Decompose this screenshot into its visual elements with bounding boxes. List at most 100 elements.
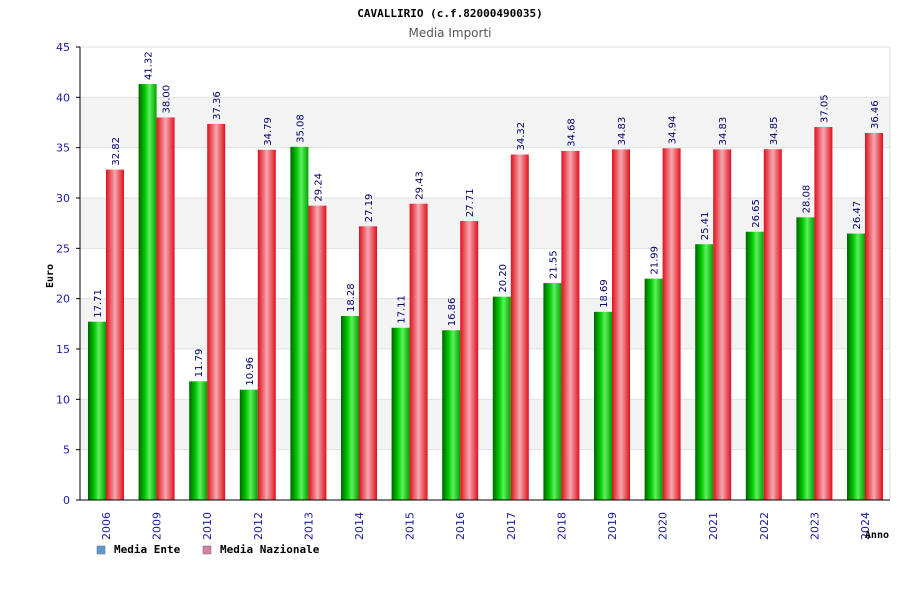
bar xyxy=(662,148,681,500)
data-label: 34.32 xyxy=(516,122,527,151)
x-tick-label: 2024 xyxy=(859,512,872,540)
bar xyxy=(713,149,732,501)
data-label: 38.00 xyxy=(162,85,173,114)
bar xyxy=(106,169,124,500)
data-label: 32.82 xyxy=(111,137,122,166)
bar xyxy=(492,296,511,500)
bar xyxy=(308,205,327,500)
y-tick-label: 15 xyxy=(56,343,70,356)
bar xyxy=(460,221,479,500)
bar xyxy=(189,381,208,500)
x-tick-label: 2017 xyxy=(505,512,518,540)
chart-title: CAVALLIRIO (c.f.82000490035) xyxy=(357,7,542,20)
data-label: 18.69 xyxy=(599,279,610,308)
y-tick-label: 30 xyxy=(56,192,70,205)
data-label: 37.36 xyxy=(212,91,223,120)
bar xyxy=(796,217,815,500)
x-tick-label: 2013 xyxy=(302,512,315,540)
x-tick-label: 2009 xyxy=(151,512,164,540)
data-label: 34.79 xyxy=(263,117,274,146)
x-axis-ticks: 2006 2009 2010 2012 2013 2014 2015 2016 2017 2018… xyxy=(100,512,872,540)
y-tick-label: 45 xyxy=(56,41,70,54)
data-label: 27.71 xyxy=(465,188,476,217)
legend-swatch xyxy=(96,545,106,555)
y-tick-label: 25 xyxy=(56,242,70,255)
bar xyxy=(88,321,106,500)
legend-swatch xyxy=(202,545,212,555)
legend: Media Ente Media Nazionale xyxy=(96,543,320,556)
data-label: 25.41 xyxy=(700,212,711,241)
value-labels: 17.71 32.82 41.32 38.00 11.79 37.36 10.96 34.79… xyxy=(93,51,881,385)
x-tick-label: 2018 xyxy=(555,512,568,540)
x-axis-label: Anno xyxy=(865,530,889,541)
data-label: 29.24 xyxy=(313,173,324,202)
bar xyxy=(341,315,359,500)
data-label: 20.20 xyxy=(498,264,509,293)
data-label: 41.32 xyxy=(144,51,155,80)
data-label: 18.28 xyxy=(346,283,357,312)
data-label: 35.08 xyxy=(295,114,306,143)
x-tick-label: 2022 xyxy=(758,512,771,540)
bar xyxy=(442,330,461,500)
y-tick-label: 20 xyxy=(56,293,70,306)
bar xyxy=(239,389,258,500)
legend-label: Media Ente xyxy=(114,543,181,556)
x-tick-label: 2023 xyxy=(808,512,821,540)
bar xyxy=(510,154,529,500)
data-label: 34.85 xyxy=(769,117,780,146)
bar xyxy=(847,233,865,500)
y-tick-label: 35 xyxy=(56,142,70,155)
data-label: 29.43 xyxy=(415,171,426,200)
bar xyxy=(814,127,833,500)
bar xyxy=(543,283,562,500)
bar xyxy=(594,311,612,500)
y-tick-label: 40 xyxy=(56,91,70,104)
data-label: 37.05 xyxy=(819,94,830,123)
data-label: 34.68 xyxy=(566,118,577,147)
data-label: 21.55 xyxy=(548,250,559,279)
y-tick-label: 0 xyxy=(63,494,70,507)
chart-subtitle: Media Importi xyxy=(408,26,491,40)
y-tick-label: 5 xyxy=(63,444,70,457)
x-tick-label: 2019 xyxy=(606,512,619,540)
bar xyxy=(156,117,175,500)
bars xyxy=(88,84,883,501)
data-label: 17.11 xyxy=(397,295,408,324)
bar xyxy=(409,203,428,500)
x-tick-label: 2006 xyxy=(100,512,113,540)
data-label: 16.86 xyxy=(447,298,458,327)
grid-band xyxy=(80,47,890,98)
x-tick-label: 2014 xyxy=(353,512,366,540)
x-tick-label: 2012 xyxy=(252,512,265,540)
bar xyxy=(612,149,630,501)
data-label: 10.96 xyxy=(245,357,256,386)
bar xyxy=(763,149,782,500)
bar xyxy=(561,150,580,500)
x-tick-label: 2010 xyxy=(201,512,214,540)
legend-label: Media Nazionale xyxy=(220,543,320,556)
data-label: 36.46 xyxy=(870,100,881,129)
data-label: 26.47 xyxy=(852,201,863,230)
bar xyxy=(257,149,276,500)
data-label: 17.71 xyxy=(93,289,104,318)
data-label: 28.08 xyxy=(801,185,812,214)
x-tick-label: 2016 xyxy=(454,512,467,540)
x-tick-label: 2015 xyxy=(404,512,417,540)
x-tick-label: 2021 xyxy=(707,512,720,540)
data-label: 21.99 xyxy=(650,246,661,275)
bar xyxy=(865,132,883,500)
data-label: 27.19 xyxy=(364,194,375,223)
data-label: 11.79 xyxy=(194,349,205,378)
bar xyxy=(391,327,410,500)
bar xyxy=(359,226,377,500)
data-label: 34.94 xyxy=(668,116,679,145)
y-axis-label: Euro xyxy=(45,264,56,288)
y-axis-ticks: 0 5 10 15 20 25 30 35 40 45 xyxy=(56,41,80,507)
bar xyxy=(745,231,764,500)
data-label: 34.83 xyxy=(617,117,628,146)
bar xyxy=(138,84,157,500)
y-tick-label: 10 xyxy=(56,393,70,406)
bar xyxy=(207,123,226,500)
data-label: 26.65 xyxy=(751,199,762,228)
